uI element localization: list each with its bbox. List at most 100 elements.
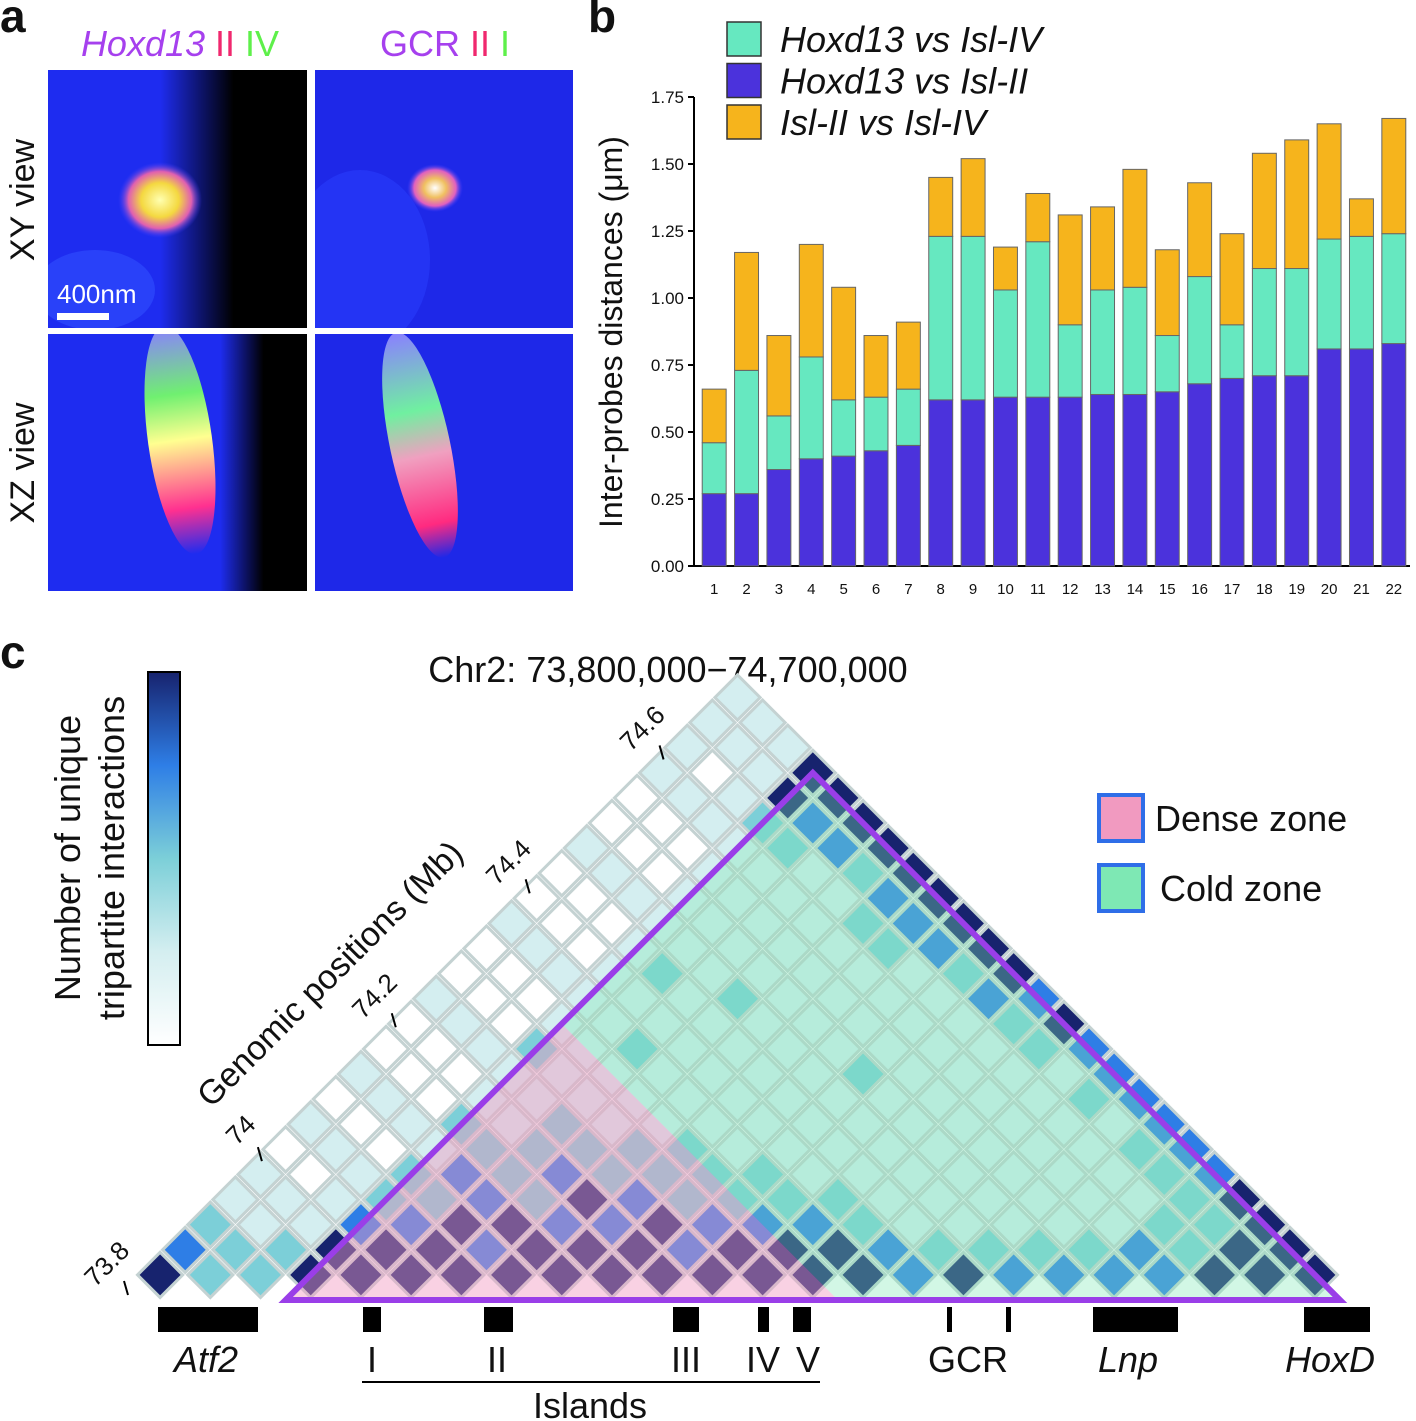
heatmap-cell (863, 873, 913, 924)
heatmap-cell (637, 1049, 687, 1099)
bar-segment (928, 399, 954, 567)
heatmap-cell (938, 999, 989, 1049)
heatmap-cell (913, 1124, 964, 1175)
heatmap-cell (687, 1099, 738, 1149)
track-label: Atf2 (172, 1339, 238, 1380)
heatmap-cell (461, 1174, 512, 1225)
heatmap-cell (587, 1099, 637, 1149)
heatmap-cell (762, 873, 813, 924)
heatmap-cell (913, 974, 964, 1024)
heatmap-cell (662, 1074, 713, 1124)
track-label: GCR (928, 1339, 1008, 1380)
heatmap-cell (612, 1074, 662, 1124)
heatmap-cell (762, 923, 813, 974)
heatmap-cell (662, 722, 713, 773)
heatmap-cell (537, 1049, 587, 1099)
heatmap-cell (612, 1225, 662, 1275)
heatmap-cell (562, 823, 612, 873)
heatmap-cell (888, 1049, 938, 1099)
gene-track (158, 1307, 1370, 1383)
heatmap-cell (662, 974, 713, 1024)
heatmap-cell (461, 923, 512, 974)
heatmap-cell (637, 999, 687, 1049)
row-title: XZ view (4, 402, 42, 523)
heatmap-cell (863, 1174, 913, 1225)
bar-segment (1025, 241, 1051, 398)
heatmap-cell (888, 1199, 938, 1250)
x-tick-label: 10 (997, 581, 1014, 598)
heatmap-cell (511, 974, 562, 1024)
bar-segment (1251, 268, 1277, 377)
heatmap-cell (1114, 1225, 1164, 1275)
track-label: IV (746, 1339, 780, 1380)
x-tick-label: 22 (1385, 581, 1402, 598)
heatmap-cell (612, 974, 662, 1024)
heatmap-cell (863, 1124, 913, 1175)
x-tick-label: 73.8 (78, 1235, 135, 1292)
heatmap-cell (1064, 1074, 1114, 1124)
heatmap-cell (562, 923, 612, 974)
y-tick-label: 1.50 (651, 155, 684, 174)
zone-legend-label: Cold zone (1160, 868, 1322, 909)
heatmap-cell (486, 948, 537, 999)
bar-segment (1316, 348, 1342, 567)
heatmap-cell (486, 1099, 537, 1149)
zone-outline (278, 768, 1348, 1303)
bar-segment (895, 388, 921, 446)
heatmap-cell (963, 1124, 1014, 1175)
x-tick-label: 14 (1127, 581, 1144, 598)
heatmap-cell (311, 1074, 361, 1124)
heatmap-cell (562, 1024, 612, 1074)
chart-title: Chr2: 73,800,000−74,700,000 (428, 649, 907, 690)
heatmap-cell (938, 1199, 989, 1250)
bar-segment (1381, 233, 1407, 345)
heatmap-cell (762, 823, 813, 873)
bar-segment (1090, 289, 1116, 395)
heatmap-cell (260, 1124, 311, 1175)
heatmap-cell (813, 823, 863, 873)
heatmap-cell (1164, 1174, 1215, 1225)
heatmap-cell (712, 773, 763, 823)
heatmap-cell (185, 1199, 236, 1250)
heatmap-cell (988, 999, 1039, 1049)
heatmap-cell (888, 898, 938, 949)
heatmap-cell (712, 873, 763, 924)
heatmap-cell (587, 898, 637, 949)
bar-segment (1025, 396, 1051, 567)
x-tick-label: 6 (872, 581, 880, 598)
x-tick-label: 12 (1062, 581, 1079, 598)
heatmap-cell (762, 1074, 813, 1124)
bar-segment (863, 396, 889, 452)
heatmap-cell (1014, 1174, 1064, 1225)
heatmap-cell (637, 798, 687, 848)
x-tick-label: 1 (710, 581, 718, 598)
heatmap-cell (838, 999, 888, 1049)
heatmap-cell (737, 999, 788, 1049)
heatmap-cell (587, 999, 637, 1049)
y-tick-label: 0.25 (651, 490, 684, 509)
heatmap-cell (1014, 1024, 1064, 1074)
x-tick (658, 745, 665, 760)
heatmap-cell (511, 873, 562, 924)
heatmap-cell (988, 1199, 1039, 1250)
x-tick-label: 11 (1030, 581, 1046, 598)
heatmap-cell (662, 1174, 713, 1225)
heatmap-cell (537, 898, 587, 949)
heatmap-cell (737, 1149, 788, 1200)
heatmap-cell (1089, 1099, 1139, 1149)
heatmap-cell (562, 1174, 612, 1225)
zone-legend-swatch (1097, 863, 1145, 913)
heatmap-cell (687, 1149, 738, 1200)
bar-segment (992, 289, 1018, 398)
heatmap-cell (637, 1099, 687, 1149)
heatmap-cell (888, 1099, 938, 1149)
x-tick-label: 13 (1094, 581, 1111, 598)
heatmap-cell (662, 823, 713, 873)
panel-label: a (0, 0, 26, 42)
heatmap-cell (762, 974, 813, 1024)
bar-segment (1348, 198, 1374, 237)
heatmap-cell (311, 1174, 361, 1225)
